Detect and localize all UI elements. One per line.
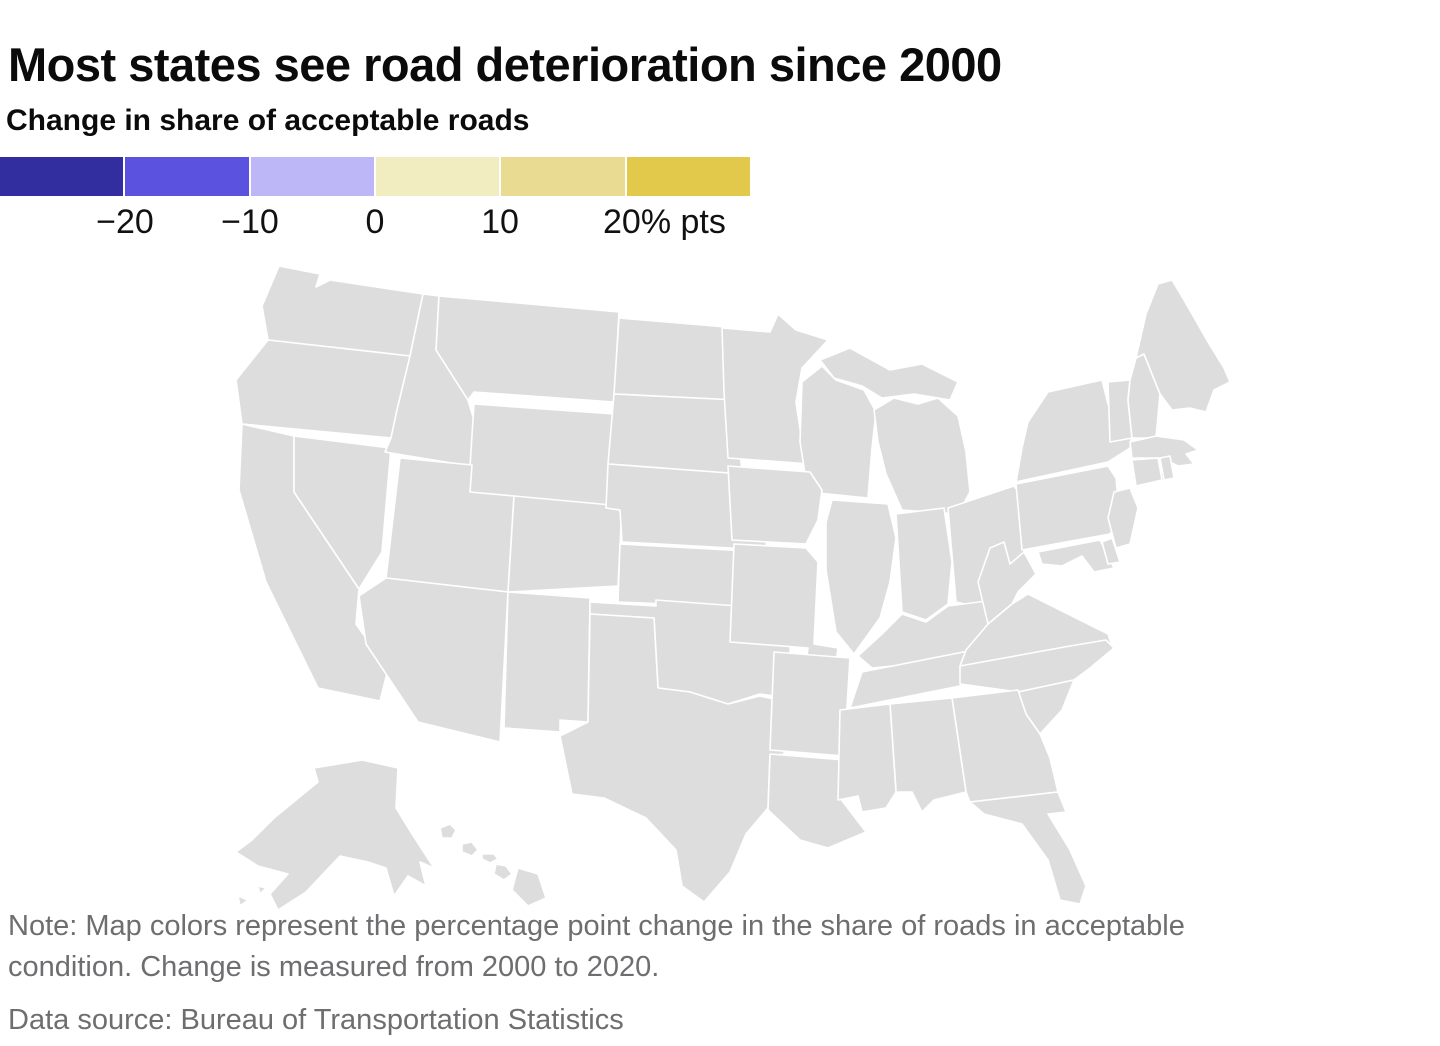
legend-tick-pos20: 20% pts <box>603 203 726 241</box>
state-NV <box>293 435 392 590</box>
state-WI <box>799 365 877 499</box>
state-IN <box>895 507 953 621</box>
us-choropleth-map <box>222 252 1240 912</box>
state-CT <box>1131 457 1163 487</box>
footnote: Note: Map colors represent the percentag… <box>8 910 1185 984</box>
state-AR <box>769 651 851 757</box>
legend-swatch-pos20 <box>626 157 750 196</box>
legend-tick-pos10: 10 <box>481 203 519 241</box>
state-MN <box>721 313 829 465</box>
state-NJ <box>1107 487 1139 549</box>
state-ND <box>613 317 739 401</box>
state-MT <box>435 295 620 403</box>
state-NC <box>959 639 1115 693</box>
legend-tick-zero: 0 <box>365 203 385 241</box>
state-SD <box>607 393 743 475</box>
state-IA <box>727 465 823 545</box>
legend-swatch-pos10 <box>501 157 625 196</box>
state-MA <box>1129 435 1199 467</box>
legend-swatch-neg20 <box>0 157 124 196</box>
state-GA <box>951 689 1059 803</box>
legend-swatch-pos0 <box>375 157 500 196</box>
state-HI-maui <box>493 863 513 881</box>
state-MS <box>837 703 897 813</box>
legend-swatch-neg10 <box>125 157 249 196</box>
state-RI <box>1159 455 1175 481</box>
state-ME <box>1135 279 1231 413</box>
state-MI-lower-peninsula <box>873 397 971 515</box>
legend-tick-labels: −20 −10 0 10 20% pts <box>0 203 780 243</box>
state-FL <box>969 791 1087 905</box>
state-MO <box>729 543 839 665</box>
state-OR <box>235 339 411 439</box>
footer: Note: Map colors represent the percentag… <box>8 906 1303 1040</box>
state-HI-big-island <box>511 867 547 907</box>
state-HI-oahu <box>461 841 479 857</box>
state-HI-kauai <box>439 823 457 839</box>
state-HI-molokai <box>481 853 499 864</box>
state-NM <box>503 591 591 733</box>
legend-color-bar <box>0 157 750 196</box>
state-IL <box>825 499 897 655</box>
state-CO <box>507 495 623 593</box>
legend-tick-neg10: −10 <box>221 203 279 241</box>
state-AK-aleutian-island <box>237 895 249 907</box>
state-AK <box>235 759 435 911</box>
state-MI-upper-peninsula <box>819 347 959 401</box>
legend-tick-neg20: −20 <box>96 203 154 241</box>
data-source: Data source: Bureau of Transportation St… <box>8 1004 624 1037</box>
state-TX <box>559 613 789 903</box>
state-AL <box>889 697 967 813</box>
state-DE <box>1101 537 1121 565</box>
state-AZ <box>358 577 509 743</box>
chart-title: Most states see road deterioration since… <box>8 38 1002 92</box>
state-WV <box>977 541 1037 625</box>
state-AK-aleutian-island <box>257 885 267 895</box>
legend-swatch-neg0 <box>250 157 374 196</box>
legend-title: Change in share of acceptable roads <box>6 104 530 137</box>
